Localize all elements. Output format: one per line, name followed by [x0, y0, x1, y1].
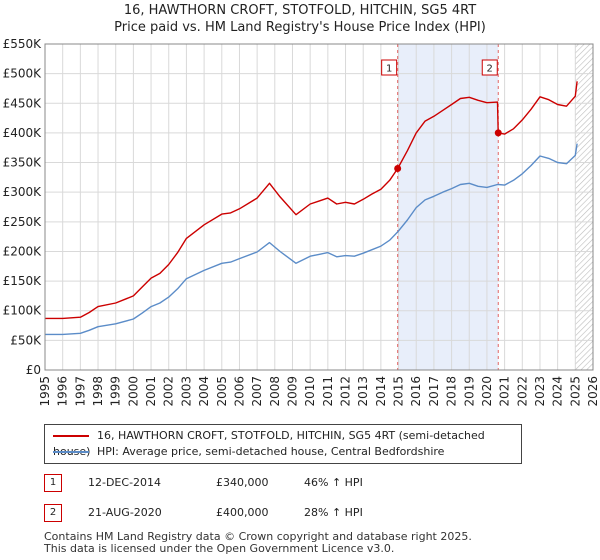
sale-price: £400,000: [216, 506, 269, 519]
x-tick-label: 1995: [38, 376, 52, 407]
x-tick-label: 2019: [462, 376, 476, 407]
sale-hpi-change: 28% ↑ HPI: [304, 506, 363, 519]
x-tick-label: 2005: [215, 376, 229, 407]
y-tick-label: £100K: [3, 304, 43, 318]
x-tick-label: 2022: [515, 376, 529, 407]
y-tick-label: £50K: [10, 333, 42, 347]
x-tick-label: 2011: [321, 376, 335, 407]
legend-item-property: 16, HAWTHORN CROFT, STOTFOLD, HITCHIN, S…: [53, 428, 521, 458]
property-series-line: [45, 81, 578, 320]
chart-title-block: 16, HAWTHORN CROFT, STOTFOLD, HITCHIN, S…: [0, 2, 600, 36]
sale-point: [394, 164, 402, 172]
shaded-ownership-period: [397, 44, 499, 370]
y-tick-label: £0: [26, 363, 41, 377]
x-tick-label: 2026: [586, 376, 600, 407]
x-tick-label: 2002: [162, 376, 176, 407]
sale-marker-badge: 1: [44, 474, 62, 492]
x-tick-label: 2003: [179, 376, 193, 407]
plot-frame: [44, 43, 594, 371]
x-tick-label: 2025: [568, 376, 582, 407]
x-tick-label: 2008: [268, 376, 282, 407]
chart-legend: 16, HAWTHORN CROFT, STOTFOLD, HITCHIN, S…: [44, 424, 522, 464]
x-tick-label: 2013: [356, 376, 370, 407]
legend-swatch-property: [53, 435, 89, 437]
sale-hpi-change: 46% ↑ HPI: [304, 476, 363, 489]
sale-marker-label-box: [381, 59, 398, 76]
x-tick-label: 2006: [232, 376, 246, 407]
x-tick-label: 2021: [498, 376, 512, 407]
sale-point: [494, 129, 502, 137]
x-tick-label: 2018: [445, 376, 459, 407]
x-tick-label: 2017: [427, 376, 441, 407]
price-chart: 1 2 £0 £50K £100K £150K £200K £250K £300K £350K £4…: [3, 37, 600, 407]
legend-label-property: 16, HAWTHORN CROFT, STOTFOLD, HITCHIN, S…: [53, 429, 485, 458]
sale-row-1: 1 12-DEC-2014 £340,000 46% ↑ HPI: [44, 474, 584, 492]
x-tick-label: 2009: [285, 376, 299, 407]
x-tick-label: 2000: [126, 376, 140, 407]
hpi-series-line: [45, 143, 578, 336]
chart-title: 16, HAWTHORN CROFT, STOTFOLD, HITCHIN, S…: [123, 3, 477, 18]
plot-area: [45, 44, 593, 370]
y-tick-label: £450K: [3, 96, 43, 110]
y-tick-label: £300K: [3, 185, 43, 199]
y-tick-label: £350K: [3, 156, 43, 170]
sale-marker-label: 1: [386, 64, 392, 75]
sale-row-2: 2 21-AUG-2020 £400,000 28% ↑ HPI: [44, 504, 584, 522]
legend-label-hpi: HPI: Average price, semi-detached house,…: [97, 445, 445, 458]
y-tick-label: £200K: [3, 244, 43, 258]
hatched-future-region: [575, 44, 593, 370]
x-tick-label: 2016: [409, 376, 423, 407]
sale-price: £340,000: [216, 476, 269, 489]
x-tick-label: 2015: [392, 376, 406, 407]
legend-item-hpi: HPI: Average price, semi-detached house,…: [53, 444, 444, 460]
x-tick-label: 1998: [91, 376, 105, 407]
sale-date: 21-AUG-2020: [88, 506, 162, 519]
y-tick-label: £250K: [3, 215, 43, 229]
y-tick-label: £550K: [3, 37, 43, 51]
sale-marker-label-box: [481, 59, 498, 76]
x-tick-label: 2014: [374, 376, 388, 407]
sale-date: 12-DEC-2014: [88, 476, 162, 489]
x-tick-label: 2007: [250, 376, 264, 407]
x-tick-label: 1999: [109, 376, 123, 407]
y-tick-label: £500K: [3, 67, 43, 81]
legend-swatch-hpi: [53, 451, 89, 453]
footer-attribution: Contains HM Land Registry data © Crown c…: [44, 531, 472, 555]
x-tick-label: 2010: [303, 376, 317, 407]
sale-marker-label: 2: [487, 64, 493, 75]
x-tick-label: 1997: [73, 376, 87, 407]
footer-line-2: This data is licensed under the Open Gov…: [44, 542, 395, 555]
x-tick-label: 2004: [197, 376, 211, 407]
chart-subtitle: Price paid vs. HM Land Registry's House …: [114, 20, 486, 35]
y-tick-label: £150K: [3, 274, 43, 288]
x-tick-label: 2001: [144, 376, 158, 407]
x-tick-label: 1996: [56, 376, 70, 407]
footer-line-1: Contains HM Land Registry data © Crown c…: [44, 530, 472, 543]
x-tick-label: 2024: [551, 376, 565, 407]
sale-marker-badge: 2: [44, 504, 62, 522]
x-tick-label: 2023: [533, 376, 547, 407]
x-tick-label: 2020: [480, 376, 494, 407]
y-tick-label: £400K: [3, 126, 43, 140]
x-tick-label: 2012: [339, 376, 353, 407]
